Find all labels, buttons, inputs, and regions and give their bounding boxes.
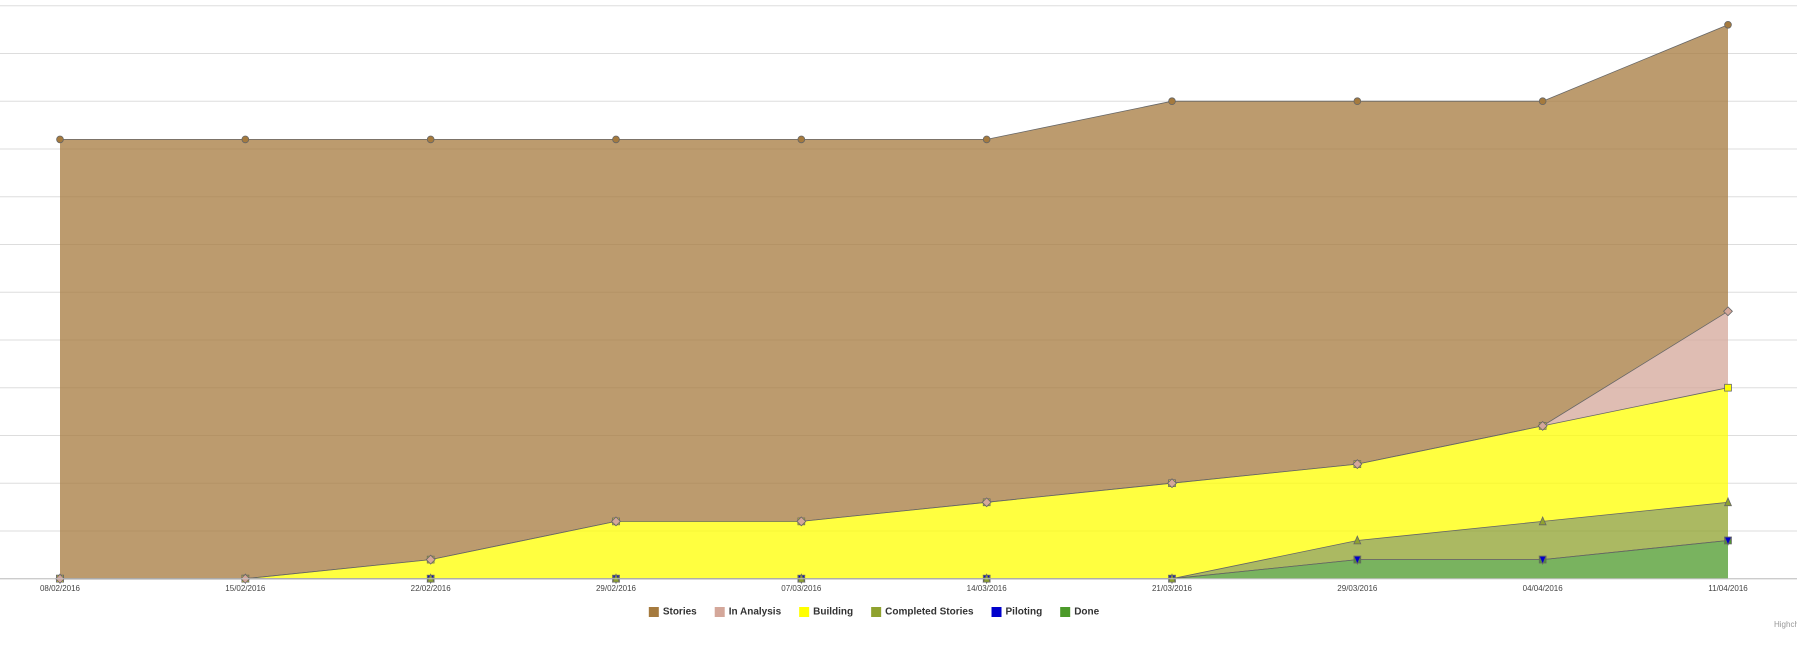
marker: [1353, 555, 1362, 566]
legend-item: Building: [799, 607, 853, 618]
x-tick-label: 21/03/2016: [1152, 584, 1193, 593]
marker: [982, 135, 991, 144]
credit: Highcharts.com: [1774, 620, 1797, 629]
marker: [1538, 515, 1547, 526]
legend-label: Piloting: [1006, 607, 1043, 618]
x-tick-label: 29/02/2016: [596, 584, 637, 593]
marker: [1723, 306, 1733, 317]
marker: [241, 135, 250, 144]
marker: [611, 573, 621, 583]
x-tick-label: 08/02/2016: [40, 584, 81, 593]
legend-swatch: [871, 607, 882, 617]
marker: [1353, 97, 1362, 105]
marker: [1538, 555, 1547, 566]
marker: [797, 135, 806, 144]
legend-label: Done: [1074, 607, 1099, 618]
marker: [1353, 535, 1362, 545]
area-line: [60, 24, 1729, 140]
marker: [426, 135, 435, 144]
marker: [1167, 478, 1177, 489]
x-tick-label: 29/03/2016: [1337, 584, 1378, 593]
marker: [982, 573, 991, 583]
area-fill: [60, 540, 1728, 579]
marker: [612, 135, 620, 144]
marker: [1723, 536, 1733, 546]
marker: [1167, 573, 1177, 583]
area-fill: [60, 24, 1728, 579]
area-fill: [60, 387, 1728, 579]
legend-swatch: [1060, 607, 1071, 617]
legend-label: Building: [813, 607, 853, 618]
marker: [1538, 97, 1547, 105]
legend-label: In Analysis: [729, 607, 782, 618]
x-tick-label: 14/03/2016: [967, 584, 1008, 593]
legend-swatch: [714, 607, 725, 617]
legend-swatch: [799, 607, 810, 617]
area-line: [60, 387, 1729, 580]
marker: [981, 497, 992, 508]
marker: [1723, 496, 1733, 507]
area-fill: [60, 502, 1728, 579]
marker: [796, 516, 807, 527]
marker: [1168, 97, 1176, 105]
marker: [1352, 459, 1363, 470]
legend: Stories In Analysis Building Completed Stor…: [648, 607, 1100, 618]
marker: [1724, 383, 1732, 392]
legend-swatch: [991, 607, 1002, 617]
marker: [1724, 20, 1732, 29]
legend-item: In Analysis: [714, 607, 782, 618]
marker: [425, 554, 436, 565]
legend-label: Stories: [663, 607, 697, 618]
legend-label: Completed Stories: [885, 607, 974, 618]
x-tick-label: 15/02/2016: [225, 584, 266, 593]
x-tick-label: 11/04/2016: [1708, 584, 1748, 593]
marker: [797, 573, 806, 583]
x-tick-label: 07/03/2016: [781, 584, 822, 593]
x-tick-label: 04/04/2016: [1523, 584, 1564, 593]
x-tick-label: 22/02/2016: [411, 584, 452, 593]
legend-item: Piloting: [991, 607, 1043, 618]
legend-item: Done: [1060, 607, 1100, 618]
marker: [1537, 420, 1548, 431]
marker: [56, 135, 64, 144]
marker: [426, 573, 435, 583]
legend-swatch: [648, 607, 659, 617]
legend-item: Stories: [648, 607, 697, 618]
marker: [611, 516, 621, 527]
legend-item: Completed Stories: [871, 607, 974, 618]
